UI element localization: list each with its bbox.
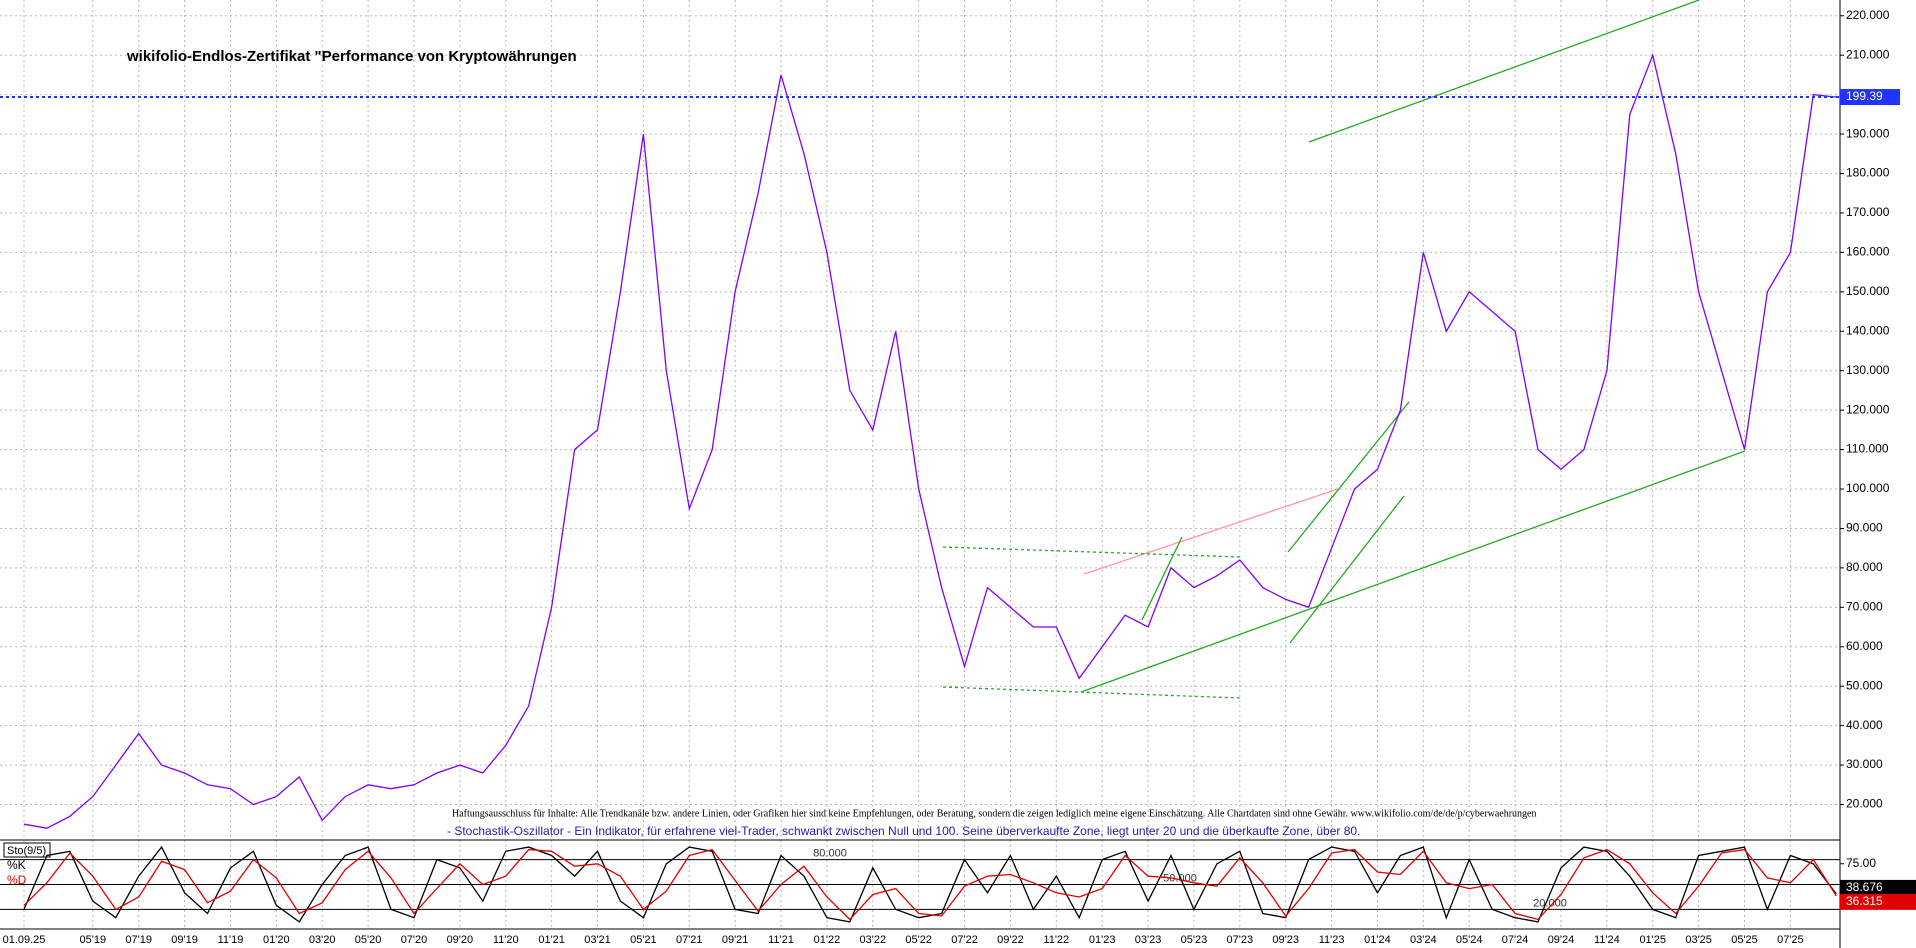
y-tick-label: 160.000: [1846, 245, 1890, 259]
current-value-label: 199.39: [1846, 89, 1883, 103]
grid: [0, 0, 1840, 929]
x-tick-label: 11'23: [1319, 934, 1345, 946]
y-tick-label: 80.000: [1846, 560, 1883, 574]
channel-line: [942, 686, 1241, 699]
x-tick-label: 09'23: [1272, 934, 1299, 946]
x-tick-label: 05'21: [630, 934, 657, 946]
x-tick-label: 05'22: [905, 934, 932, 946]
y-tick-label: 170.000: [1846, 205, 1890, 219]
y-tick-label: 130.000: [1846, 363, 1890, 377]
trend-line: [1308, 0, 1700, 143]
y-tick-label: 40.000: [1846, 718, 1883, 732]
x-tick-label: 09'22: [997, 934, 1024, 946]
x-tick-label: 09'24: [1548, 934, 1575, 946]
x-tick-label: 11'24: [1594, 934, 1620, 946]
y-tick-label: 150.000: [1846, 284, 1890, 298]
x-tick-label: 11'20: [493, 934, 519, 946]
x-tick-label: 09'21: [722, 934, 749, 946]
x-tick-label: 03'21: [584, 934, 611, 946]
x-tick-label: 03'25: [1685, 934, 1712, 946]
x-tick-label: 07'21: [676, 934, 703, 946]
y-tick-label: 70.000: [1846, 599, 1883, 613]
x-tick-label: 05'19: [80, 934, 107, 946]
y-tick-label: 100.000: [1846, 481, 1890, 495]
x-tick-label: 11'21: [768, 934, 794, 946]
indicator-box: [3, 842, 51, 858]
x-tick-label: 11'19: [218, 934, 244, 946]
x-tick-label: 07'22: [951, 934, 978, 946]
trend-lines: [942, 0, 1746, 699]
x-tick-label: 07'23: [1227, 934, 1254, 946]
trend-line: [1083, 488, 1339, 575]
x-tick-label: 01'25: [1639, 934, 1666, 946]
x-tick-label: 01'20: [263, 934, 290, 946]
x-tick-label: 05'23: [1181, 934, 1208, 946]
y-tick-label: 190.000: [1846, 126, 1890, 140]
y-tick-label: 220.000: [1846, 8, 1890, 22]
indicator-title: Sto(9/5): [7, 845, 46, 857]
data-line: [23, 845, 1837, 923]
x-tick-label: 01'21: [538, 934, 565, 946]
x-tick-label: 11'22: [1043, 934, 1069, 946]
y-tick-label: 90.000: [1846, 521, 1883, 535]
current-value-label: 38.676: [1846, 880, 1883, 894]
x-tick-label: 01'22: [814, 934, 841, 946]
level-label: 80.000: [813, 848, 847, 860]
current-value-box: [1840, 89, 1900, 106]
trend-line: [1289, 495, 1405, 644]
y-tick-label: 50.000: [1846, 678, 1883, 692]
x-tick-label: 03'23: [1135, 934, 1162, 946]
y-tick-label: 60.000: [1846, 639, 1883, 653]
current-value-box: [1840, 879, 1916, 896]
y-tick-label: 120.000: [1846, 402, 1890, 416]
x-tick-label: 03'20: [309, 934, 336, 946]
x-tick-label: 09'20: [447, 934, 474, 946]
legend-label: %D: [7, 873, 27, 887]
trend-line: [1287, 401, 1410, 553]
y-tick-label: 30.000: [1846, 757, 1883, 771]
legend-label: %K: [7, 858, 26, 872]
trend-line: [1080, 450, 1746, 693]
x-tick-label: 05'25: [1731, 934, 1758, 946]
x-tick-label: 01.09.25: [3, 934, 46, 946]
x-tick-label: 03'22: [859, 934, 886, 946]
x-tick-label: 05'24: [1456, 934, 1483, 946]
trend-line: [1141, 536, 1183, 621]
y-tick-label: 210.000: [1846, 47, 1890, 61]
y-tick-label: 110.000: [1846, 442, 1889, 456]
x-tick-label: 01'23: [1089, 934, 1116, 946]
current-value-label: 36.315: [1846, 894, 1883, 908]
indicator-description: - Stochastik-Oszillator - Ein Indikator,…: [447, 824, 1360, 838]
data-line: [23, 52, 1837, 829]
x-tick-label: 01'24: [1364, 934, 1391, 946]
x-tick-label: 09'19: [171, 934, 198, 946]
chart-title: wikifolio-Endlos-Zertifikat "Performance…: [126, 48, 577, 65]
data-line: [23, 848, 1837, 921]
y-tick-label: 20.000: [1846, 797, 1883, 811]
level-label: 20.000: [1533, 897, 1567, 909]
x-tick-label: 07'24: [1502, 934, 1529, 946]
x-tick-label: 07'20: [401, 934, 428, 946]
x-tick-label: 03'24: [1410, 934, 1437, 946]
y-tick-label: 140.000: [1846, 323, 1890, 337]
y-tick-label: 75.00: [1846, 856, 1876, 870]
x-tick-label: 07'19: [125, 934, 152, 946]
channel-line: [942, 546, 1241, 558]
x-tick-label: 07'25: [1777, 934, 1804, 946]
current-value-box: [1840, 893, 1916, 910]
x-tick-label: 05'20: [355, 934, 382, 946]
y-tick-label: 180.000: [1846, 166, 1890, 180]
disclaimer: Haftungsausschluss für Inhalte: Alle Tre…: [452, 808, 1537, 819]
